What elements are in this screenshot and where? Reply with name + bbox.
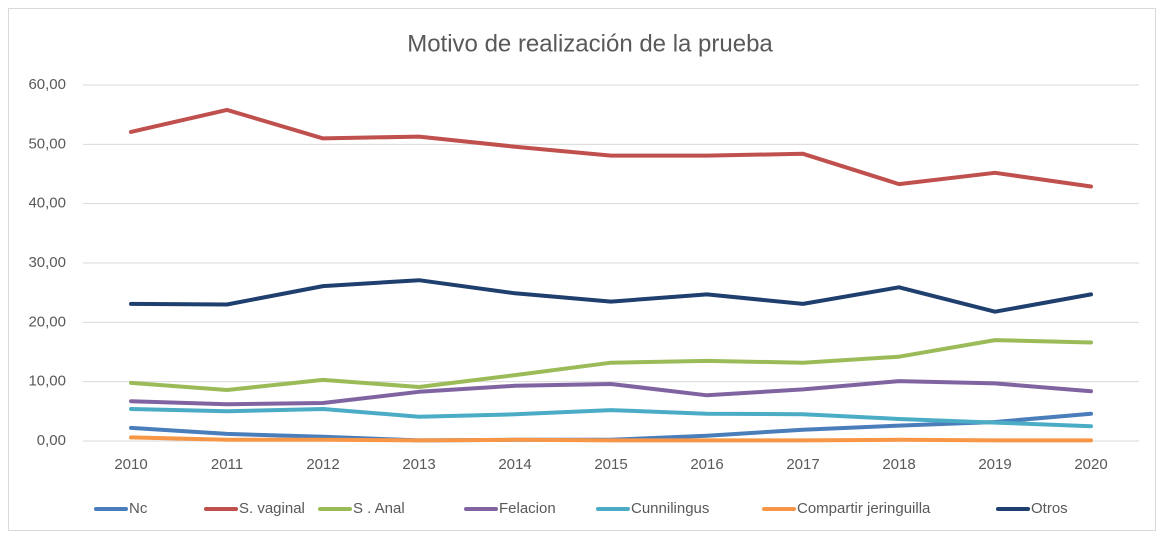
y-tick-label: 0,00 xyxy=(37,432,66,449)
legend-label: S. vaginal xyxy=(239,500,305,517)
x-tick-label: 2015 xyxy=(594,456,627,473)
data-line xyxy=(129,435,1093,443)
x-tick-label: 2010 xyxy=(114,456,147,473)
legend-label: Cunnilingus xyxy=(631,500,709,517)
data-line xyxy=(129,407,1093,429)
y-tick-label: 20,00 xyxy=(28,313,66,330)
legend-label: S . Anal xyxy=(353,500,405,517)
legend-label: Nc xyxy=(129,500,148,517)
y-tick-label: 10,00 xyxy=(28,373,66,390)
chart-border xyxy=(8,8,1156,531)
y-tick-label: 50,00 xyxy=(28,135,66,152)
x-tick-label: 2018 xyxy=(882,456,915,473)
y-tick-label: 40,00 xyxy=(28,195,66,212)
y-tick-label: 30,00 xyxy=(28,254,66,271)
x-tick-label: 2012 xyxy=(306,456,339,473)
y-tick-label: 60,00 xyxy=(28,76,66,93)
data-line xyxy=(129,278,1093,314)
data-line xyxy=(129,379,1093,407)
data-line xyxy=(129,338,1093,392)
x-tick-label: 2014 xyxy=(498,456,531,473)
x-tick-label: 2020 xyxy=(1074,456,1107,473)
x-tick-label: 2011 xyxy=(211,456,243,473)
x-tick-label: 2017 xyxy=(786,456,819,473)
legend-label: Otros xyxy=(1031,500,1068,517)
legend-label: Compartir jeringuilla xyxy=(797,500,931,517)
legend-label: Felacion xyxy=(499,500,556,517)
x-tick-label: 2013 xyxy=(402,456,435,473)
data-line xyxy=(129,107,1093,189)
x-tick-label: 2016 xyxy=(690,456,723,473)
x-tick-label: 2019 xyxy=(978,456,1011,473)
chart-title: Motivo de realización de la prueba xyxy=(407,30,773,57)
